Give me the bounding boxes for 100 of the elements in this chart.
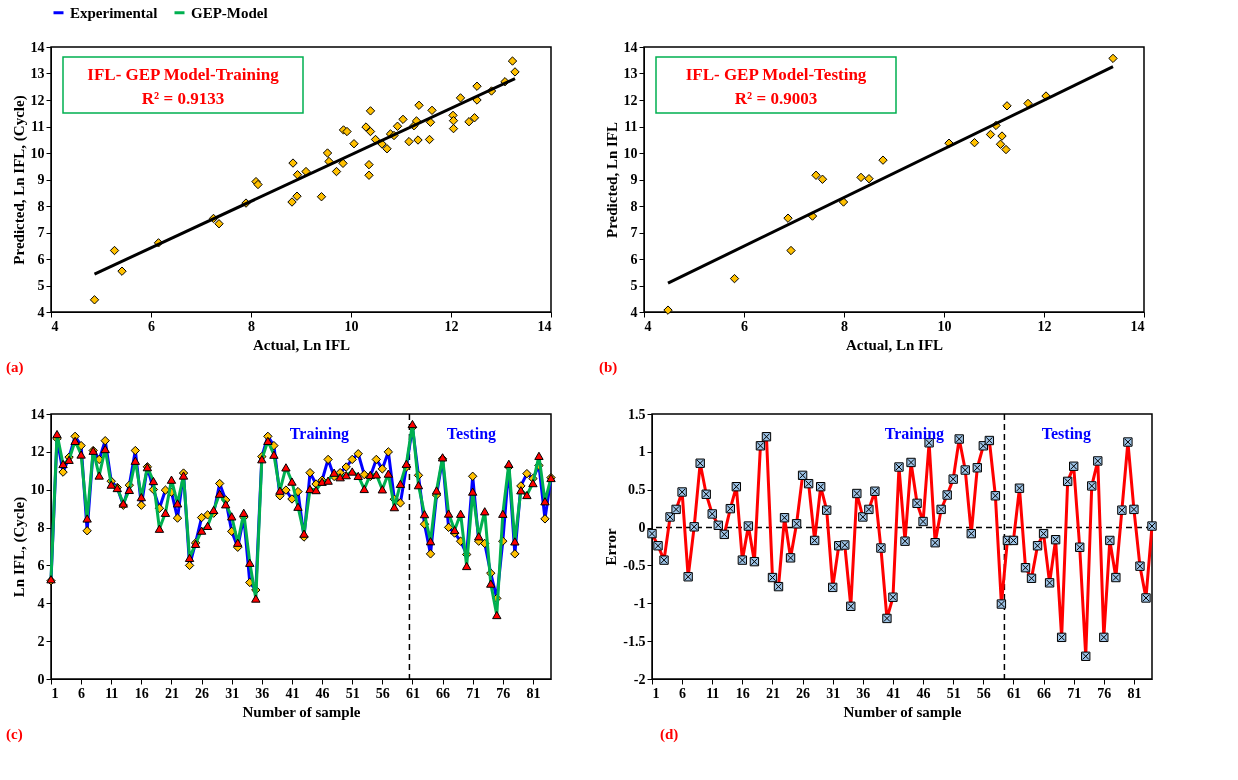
y-tick-label: 0 — [37, 671, 45, 687]
x-axis-title: Actual, Ln IFL — [845, 336, 944, 353]
x-axis-title: Actual, Ln IFL — [252, 336, 351, 353]
y-tick-label: 6 — [37, 251, 45, 267]
x-tick-label: 1 — [51, 685, 59, 701]
y-tick-label: -1 — [633, 595, 646, 611]
y-tick-label: 6 — [37, 557, 45, 573]
y-tick-label: 13 — [30, 66, 45, 81]
x-tick-label: 36 — [255, 685, 270, 701]
y-tick-label: 6 — [630, 251, 638, 267]
x-tick-label: 36 — [856, 685, 871, 701]
x-tick-label: 6 — [78, 685, 86, 701]
annotation: Testing — [1041, 425, 1092, 443]
y-axis-title: Predicted, Ln IFL — [603, 122, 620, 238]
x-tick-label: 61 — [1006, 685, 1021, 701]
y-tick-label: 11 — [31, 119, 45, 134]
y-axis-title: Error — [603, 528, 620, 566]
x-tick-label: 16 — [134, 685, 149, 701]
y-tick-label: 9 — [630, 172, 638, 187]
y-axis-title: Ln IFL, (Cycle) — [10, 496, 28, 598]
x-tick-label: 8 — [248, 318, 255, 334]
y-tick-label: 2 — [37, 633, 45, 649]
text: (d) — [660, 726, 679, 743]
y-tick-label: 9 — [37, 172, 45, 187]
x-tick-label: 10 — [937, 318, 952, 334]
x-tick-label: 61 — [405, 685, 420, 701]
y-tick-label: 0.5 — [628, 482, 646, 498]
x-tick-label: 66 — [1037, 685, 1052, 701]
y-axis-title: Predicted, Ln IFL, (Cycle) — [10, 95, 28, 265]
x-tick-label: 21 — [765, 685, 780, 701]
x-tick-label: 11 — [706, 685, 720, 701]
text: (c) — [6, 726, 23, 743]
text: (a) — [6, 359, 24, 376]
y-tick-label: 4 — [37, 595, 45, 611]
y-tick-label: 1.5 — [628, 406, 646, 422]
x-tick-label: 6 — [679, 685, 687, 701]
x-tick-label: 1 — [652, 685, 660, 701]
x-tick-label: 56 — [375, 685, 390, 701]
y-tick-label: 4 — [37, 304, 45, 320]
x-tick-label: 41 — [886, 685, 901, 701]
x-tick-label: 6 — [148, 318, 155, 334]
x-tick-label: 6 — [741, 318, 748, 334]
y-tick-label: 8 — [37, 520, 45, 536]
y-tick-label: 8 — [37, 198, 45, 214]
x-tick-label: 14 — [537, 318, 552, 334]
x-tick-label: 76 — [1097, 685, 1112, 701]
x-tick-label: 12 — [444, 318, 459, 334]
text: (b) — [599, 359, 618, 376]
x-tick-label: 46 — [315, 685, 330, 701]
x-tick-label: 31 — [225, 685, 240, 701]
x-tick-label: 71 — [466, 685, 481, 701]
x-tick-label: 21 — [164, 685, 179, 701]
y-tick-label: 14 — [623, 39, 638, 55]
y-tick-label: 13 — [623, 66, 638, 81]
annotation: R² = 0.9003 — [734, 89, 818, 108]
y-tick-label: 0 — [638, 520, 646, 536]
x-tick-label: 26 — [796, 685, 811, 701]
annotation: R² = 0.9133 — [141, 89, 225, 108]
x-tick-label: 11 — [105, 685, 119, 701]
x-tick-label: 8 — [841, 318, 848, 334]
annotation: IFL- GEP Model-Testing — [685, 65, 867, 84]
x-tick-label: 76 — [496, 685, 511, 701]
y-tick-label: 14 — [30, 406, 45, 422]
annotation: Training — [289, 425, 350, 443]
x-tick-label: 81 — [526, 685, 541, 701]
y-tick-label: 12 — [30, 92, 45, 108]
x-tick-label: 46 — [916, 685, 931, 701]
annotation: IFL- GEP Model-Training — [87, 65, 280, 84]
x-axis-title: Number of sample — [843, 703, 962, 720]
y-tick-label: -0.5 — [623, 557, 646, 573]
y-tick-label: 14 — [30, 39, 45, 55]
x-tick-label: 26 — [195, 685, 210, 701]
y-tick-label: 10 — [623, 145, 638, 161]
annotation: Training — [884, 425, 945, 443]
y-tick-label: 10 — [30, 482, 45, 498]
annotation: Testing — [446, 425, 497, 443]
y-tick-label: 5 — [37, 278, 45, 293]
y-tick-label: -2 — [633, 671, 646, 687]
y-tick-label: 5 — [630, 278, 638, 293]
x-tick-label: 51 — [946, 685, 961, 701]
x-tick-label: 14 — [1130, 318, 1145, 334]
y-tick-label: 8 — [630, 198, 638, 214]
x-tick-label: 10 — [344, 318, 359, 334]
x-axis-title: Number of sample — [242, 703, 361, 720]
x-tick-label: 56 — [976, 685, 991, 701]
y-tick-label: 12 — [30, 444, 45, 460]
x-tick-label: 66 — [436, 685, 451, 701]
x-tick-label: 51 — [345, 685, 360, 701]
y-tick-label: 4 — [630, 304, 638, 320]
y-tick-label: -1.5 — [623, 633, 646, 649]
x-tick-label: 71 — [1067, 685, 1082, 701]
x-tick-label: 81 — [1127, 685, 1142, 701]
y-tick-label: 7 — [630, 225, 638, 240]
legend-label: GEP-Model — [191, 4, 268, 21]
y-tick-label: 1 — [638, 444, 646, 460]
x-tick-label: 31 — [826, 685, 841, 701]
y-tick-label: 7 — [37, 225, 45, 240]
y-tick-label: 10 — [30, 145, 45, 161]
x-tick-label: 16 — [735, 685, 750, 701]
y-tick-label: 11 — [624, 119, 638, 134]
